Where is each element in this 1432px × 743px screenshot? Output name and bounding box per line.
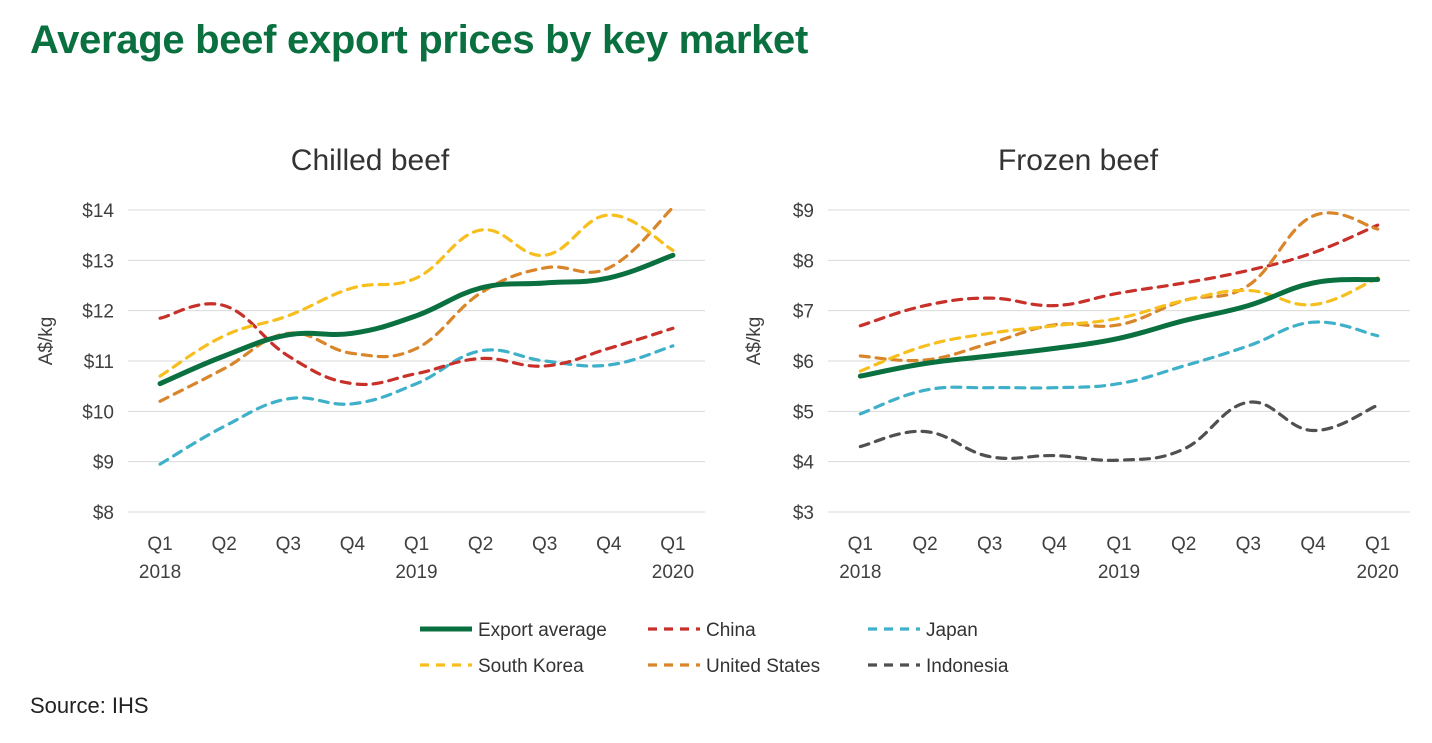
- y-axis-label: A$/kg: [36, 317, 57, 366]
- series-line-china: [158, 302, 675, 386]
- x-year-label: 2018: [139, 562, 181, 583]
- y-tick-label: $8: [793, 251, 814, 272]
- x-tick-label: Q1: [660, 534, 685, 555]
- y-tick-label: $10: [82, 402, 114, 423]
- y-axis-label: A$/kg: [744, 317, 765, 366]
- x-tick-label: Q1: [404, 534, 429, 555]
- y-tick-label: $6: [793, 352, 814, 373]
- legend-label: Export average: [478, 620, 607, 641]
- page-title: Average beef export prices by key market: [30, 18, 809, 62]
- x-tick-label: Q3: [532, 534, 557, 555]
- x-tick-label: Q4: [1042, 534, 1068, 555]
- x-tick-label: Q1: [848, 534, 873, 555]
- series-line-japan: [158, 344, 675, 466]
- y-tick-label: $14: [82, 201, 114, 222]
- x-tick-label: Q4: [1300, 534, 1326, 555]
- series-line-indonesia: [858, 400, 1380, 463]
- x-tick-label: Q2: [211, 534, 236, 555]
- series-line-china: [858, 223, 1380, 328]
- y-tick-label: $9: [793, 201, 814, 222]
- legend-label: Indonesia: [926, 656, 1009, 677]
- series-line-united-states: [158, 205, 675, 403]
- x-tick-label: Q1: [147, 534, 172, 555]
- series-line-export-average: [157, 252, 676, 387]
- legend-label: United States: [706, 656, 820, 677]
- series-line-south-korea: [858, 276, 1380, 373]
- y-tick-label: $12: [82, 302, 114, 323]
- x-tick-label: Q1: [1365, 534, 1390, 555]
- legend-label: South Korea: [478, 656, 584, 677]
- y-tick-label: $9: [93, 453, 114, 474]
- y-tick-label: $11: [84, 352, 114, 373]
- y-tick-label: $8: [93, 503, 114, 524]
- chart-title: Chilled beef: [291, 144, 450, 177]
- x-year-label: 2019: [1098, 562, 1140, 583]
- x-tick-label: Q4: [340, 534, 366, 555]
- series-line-united-states: [858, 211, 1380, 363]
- x-tick-label: Q2: [1171, 534, 1196, 555]
- x-tick-label: Q2: [912, 534, 937, 555]
- y-tick-label: $3: [793, 503, 814, 524]
- x-year-label: 2020: [652, 562, 694, 583]
- x-tick-label: Q3: [276, 534, 301, 555]
- x-tick-label: Q3: [1236, 534, 1261, 555]
- source-note: Source: IHS: [30, 693, 149, 718]
- chart-title: Frozen beef: [998, 144, 1159, 177]
- x-tick-label: Q1: [1106, 534, 1131, 555]
- series-line-japan: [858, 320, 1380, 416]
- x-tick-label: Q4: [596, 534, 622, 555]
- y-tick-label: $7: [793, 302, 814, 323]
- x-tick-label: Q2: [468, 534, 493, 555]
- legend-label: Japan: [926, 620, 978, 641]
- y-tick-label: $5: [793, 402, 814, 423]
- y-tick-label: $4: [793, 453, 815, 474]
- x-year-label: 2018: [839, 562, 881, 583]
- x-tick-label: Q3: [977, 534, 1002, 555]
- y-tick-label: $13: [82, 251, 114, 272]
- x-year-label: 2019: [395, 562, 437, 583]
- x-year-label: 2020: [1357, 562, 1399, 583]
- series-line-south-korea: [158, 213, 675, 378]
- series-line-export-average: [857, 277, 1381, 379]
- legend-label: China: [706, 620, 756, 641]
